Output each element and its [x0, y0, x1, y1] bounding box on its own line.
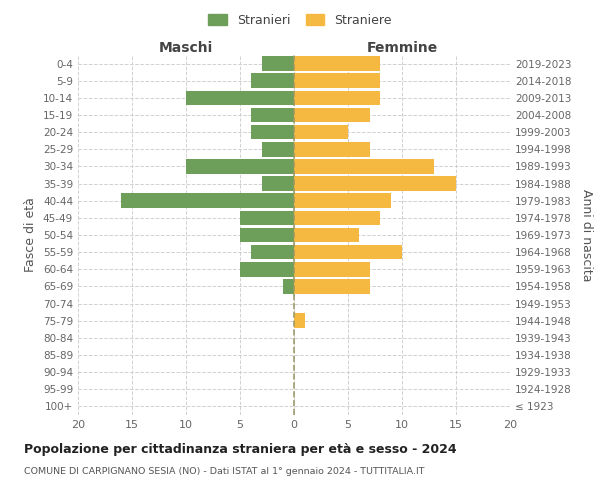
Bar [294, 56, 380, 71]
Bar [251, 125, 294, 140]
Bar [283, 279, 294, 293]
Bar [262, 142, 294, 156]
Bar [294, 194, 391, 208]
Bar [294, 245, 402, 260]
Text: Maschi: Maschi [159, 41, 213, 55]
Bar [294, 125, 348, 140]
Text: COMUNE DI CARPIGNANO SESIA (NO) - Dati ISTAT al 1° gennaio 2024 - TUTTITALIA.IT: COMUNE DI CARPIGNANO SESIA (NO) - Dati I… [24, 468, 425, 476]
Y-axis label: Fasce di età: Fasce di età [25, 198, 37, 272]
Bar [294, 314, 305, 328]
Bar [262, 176, 294, 191]
Bar [294, 90, 380, 105]
Bar [240, 262, 294, 276]
Bar [186, 90, 294, 105]
Bar [251, 108, 294, 122]
Legend: Stranieri, Straniere: Stranieri, Straniere [203, 8, 397, 32]
Bar [294, 210, 380, 225]
Bar [121, 194, 294, 208]
Bar [294, 108, 370, 122]
Bar [294, 159, 434, 174]
Bar [294, 262, 370, 276]
Bar [240, 210, 294, 225]
Bar [294, 74, 380, 88]
Text: Femmine: Femmine [367, 41, 437, 55]
Bar [294, 228, 359, 242]
Text: Popolazione per cittadinanza straniera per età e sesso - 2024: Popolazione per cittadinanza straniera p… [24, 442, 457, 456]
Bar [294, 176, 456, 191]
Bar [251, 74, 294, 88]
Bar [251, 245, 294, 260]
Bar [186, 159, 294, 174]
Bar [294, 279, 370, 293]
Bar [240, 228, 294, 242]
Y-axis label: Anni di nascita: Anni di nascita [580, 188, 593, 281]
Bar [262, 56, 294, 71]
Bar [294, 142, 370, 156]
